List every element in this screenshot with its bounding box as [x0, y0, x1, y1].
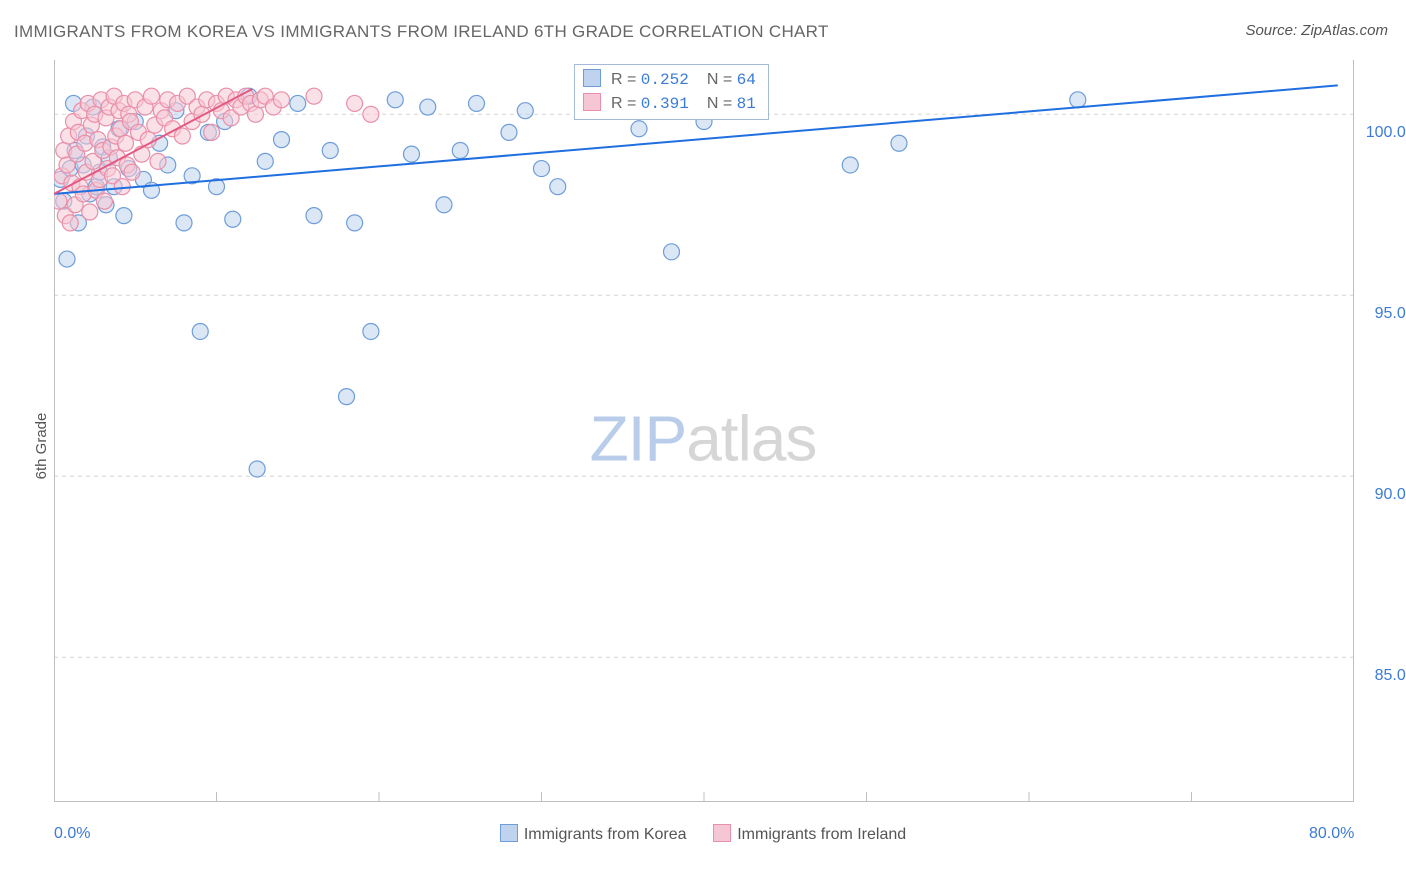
n-label: N =: [707, 95, 737, 112]
n-label: N =: [707, 71, 737, 88]
stats-row: R = 0.391 N = 81: [583, 92, 756, 116]
r-value: 0.252: [641, 68, 689, 92]
legend-swatch: [713, 824, 731, 842]
y-tick-label: 95.0%: [1375, 305, 1406, 323]
bottom-legend: Immigrants from Korea Immigrants from Ir…: [0, 824, 1406, 844]
r-label: R =: [611, 95, 641, 112]
y-axis-tick-labels: 85.0% 90.0% 95.0% 100.0%: [1360, 60, 1406, 802]
source-attribution: Source: ZipAtlas.com: [1245, 22, 1388, 39]
scatter-plot: [54, 60, 1354, 802]
legend-swatch: [500, 824, 518, 842]
series-swatch: [583, 69, 601, 87]
chart-title: IMMIGRANTS FROM KOREA VS IMMIGRANTS FROM…: [14, 22, 829, 42]
n-value: 64: [737, 68, 756, 92]
y-tick-label: 90.0%: [1375, 486, 1406, 504]
y-tick-label: 100.0%: [1366, 124, 1406, 142]
legend-label: Immigrants from Ireland: [737, 826, 906, 843]
y-tick-label: 85.0%: [1375, 667, 1406, 685]
y-axis-label: 6th Grade: [33, 413, 50, 480]
series-swatch: [583, 93, 601, 111]
n-value: 81: [737, 92, 756, 116]
correlation-stats-box: R = 0.252 N = 64 R = 0.391 N = 81: [574, 64, 769, 120]
r-label: R =: [611, 71, 641, 88]
r-value: 0.391: [641, 92, 689, 116]
legend-label: Immigrants from Korea: [524, 826, 687, 843]
stats-row: R = 0.252 N = 64: [583, 68, 756, 92]
